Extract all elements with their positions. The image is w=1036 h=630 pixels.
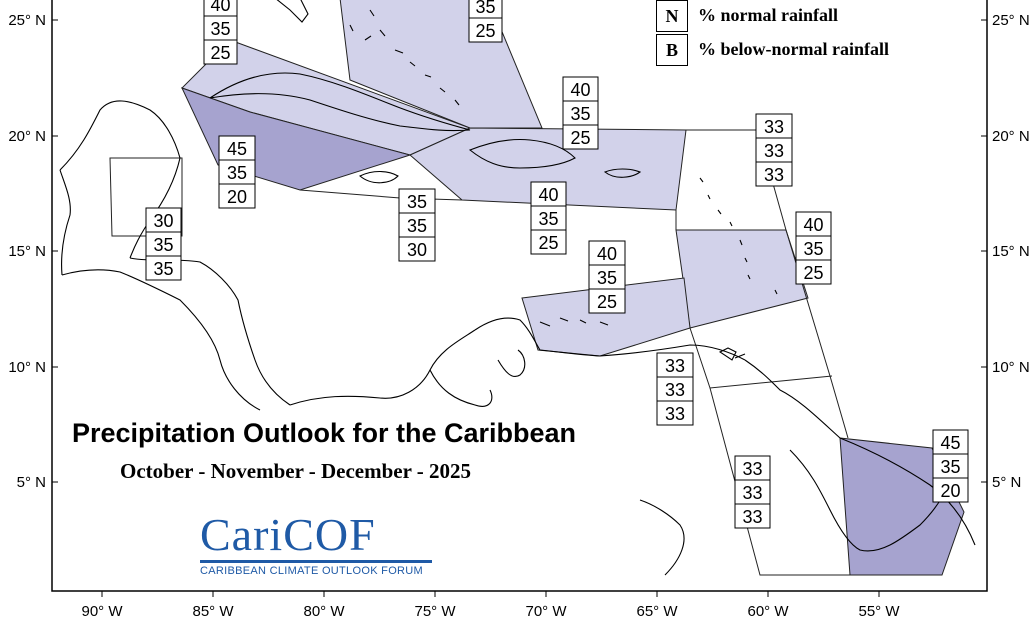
lat-label: 25° N — [8, 12, 46, 29]
prob-above: 40 — [803, 215, 823, 235]
zone-hispaniola — [409, 127, 687, 211]
lon-label: 55° W — [858, 603, 900, 620]
lon-axis: 90° W 85° W 80° W 75° W 70° W 65° W 60° … — [81, 591, 900, 620]
prob-below: 30 — [407, 240, 427, 260]
map-subtitle: October - November - December - 2025 — [120, 459, 472, 483]
prob-below: 25 — [475, 21, 495, 41]
map-frame — [51, 0, 988, 592]
prob-below: 25 — [210, 43, 230, 63]
prob-normal: 35 — [597, 268, 617, 288]
probability-boxes: 40 35 25 35 25 45 35 20 30 35 35 — [145, 0, 969, 529]
prob-below: 35 — [153, 259, 173, 279]
prob-below: 25 — [538, 233, 558, 253]
probability-box-bahamas-south: 35 25 — [468, 0, 503, 43]
caricof-logo: CariCOF CARIBBEAN CLIMATE OUTLOOK FORUM — [200, 512, 436, 577]
probability-box-hispaniola: 40 35 25 — [562, 76, 599, 150]
prob-above: 40 — [210, 0, 230, 15]
lat-label: 20° N — [992, 128, 1030, 145]
prob-normal: 35 — [210, 19, 230, 39]
probability-box-belize: 30 35 35 — [145, 207, 182, 281]
prob-above: 33 — [764, 117, 784, 137]
prob-above: 35 — [407, 192, 427, 212]
prob-below: 20 — [227, 187, 247, 207]
lon-label: 70° W — [525, 603, 567, 620]
lat-label: 5° N — [17, 474, 46, 491]
prob-above: 45 — [227, 139, 247, 159]
prob-above: 40 — [538, 185, 558, 205]
prob-normal: 35 — [407, 216, 427, 236]
zone-belize-outline — [109, 157, 183, 237]
prob-above: 45 — [940, 433, 960, 453]
probability-box-suriname-french-guiana: 45 35 20 — [932, 429, 969, 503]
lon-label: 75° W — [414, 603, 456, 620]
lat-axis-left: 25° N 20° N 15° N 10° N 5° N — [8, 12, 58, 491]
prob-normal: 35 — [940, 457, 960, 477]
prob-above: 33 — [665, 356, 685, 376]
prob-normal: 33 — [742, 483, 762, 503]
lat-label: 20° N — [8, 128, 46, 145]
prob-above: 40 — [597, 244, 617, 264]
prob-below: 25 — [803, 263, 823, 283]
prob-normal: 33 — [764, 141, 784, 161]
prob-below: 33 — [764, 165, 784, 185]
prob-normal: 33 — [665, 380, 685, 400]
prob-normal: 35 — [803, 239, 823, 259]
prob-above: 40 — [570, 80, 590, 100]
lat-axis-right: 25° N 20° N 15° N 10° N 5° N — [981, 12, 1030, 491]
zone-leeward-outline — [686, 129, 849, 439]
lat-label: 10° N — [8, 359, 46, 376]
lat-label: 5° N — [992, 474, 1021, 491]
lat-label: 10° N — [992, 359, 1030, 376]
logo-tagline: CARIBBEAN CLIMATE OUTLOOK FORUM — [200, 565, 424, 577]
lon-label: 60° W — [747, 603, 789, 620]
lat-label: 15° N — [992, 243, 1030, 260]
prob-below: 33 — [665, 404, 685, 424]
prob-below: 25 — [597, 292, 617, 312]
lon-label: 65° W — [636, 603, 678, 620]
probability-box-leeward-islands: 33 33 33 — [755, 113, 793, 187]
logo-underline — [200, 560, 432, 563]
prob-normal: 35 — [227, 163, 247, 183]
logo-wordmark: CariCOF — [200, 509, 376, 560]
forecast-zone-outlines — [109, 129, 850, 576]
probability-box-abc-islands: 40 35 25 — [588, 240, 626, 314]
lat-label: 15° N — [8, 243, 46, 260]
prob-normal: 35 — [475, 0, 495, 17]
probability-box-windward-islands: 40 35 25 — [795, 211, 832, 285]
legend-key: N — [656, 0, 688, 32]
prob-below: 25 — [570, 128, 590, 148]
prob-above: 30 — [153, 211, 173, 231]
lon-label: 85° W — [192, 603, 234, 620]
probability-box-cuba: 45 35 20 — [218, 135, 256, 209]
map-title: Precipitation Outlook for the Caribbean — [72, 418, 577, 448]
zone-jamaica-outline — [299, 189, 463, 201]
prob-normal: 35 — [570, 104, 590, 124]
prob-normal: 35 — [538, 209, 558, 229]
legend-label: % normal rainfall — [698, 5, 838, 25]
prob-below: 20 — [940, 481, 960, 501]
probability-box-guyana: 33 33 33 — [734, 455, 771, 529]
probability-box-puerto-rico: 40 35 25 — [530, 181, 567, 255]
legend-label: % below-normal rainfall — [698, 39, 889, 59]
legend-key: B — [656, 34, 688, 66]
zone-guyana-outline — [709, 387, 850, 576]
prob-above: 33 — [742, 459, 762, 479]
probability-box-bahamas-north: 40 35 25 — [203, 0, 238, 65]
probability-box-trinidad: 33 33 33 — [656, 352, 694, 426]
prob-normal: 35 — [153, 235, 173, 255]
lat-label: 25° N — [992, 12, 1030, 29]
probability-box-jamaica: 35 35 30 — [398, 188, 436, 262]
lon-label: 80° W — [303, 603, 345, 620]
prob-below: 33 — [742, 507, 762, 527]
zone-trinidad-outline — [689, 327, 833, 389]
lon-label: 90° W — [81, 603, 123, 620]
